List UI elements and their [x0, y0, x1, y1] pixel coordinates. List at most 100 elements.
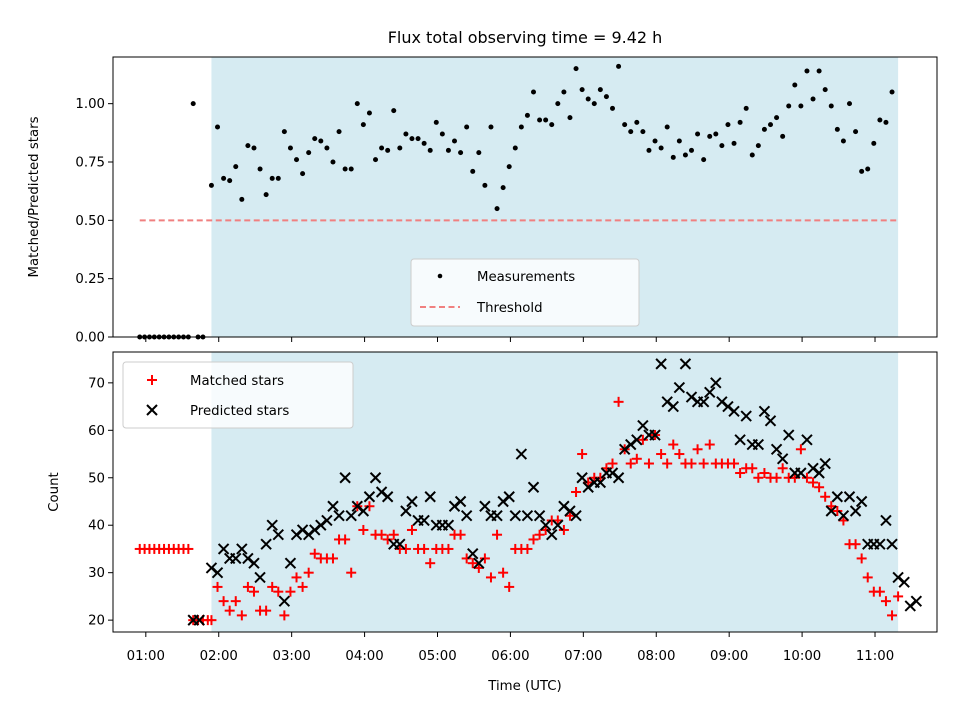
matched-star-point [662, 458, 673, 469]
legend-measurements-marker [437, 273, 443, 279]
y-tick-label: 60 [88, 424, 105, 439]
matched-star-point [631, 453, 642, 464]
measurement-point [318, 138, 324, 144]
matched-star-point [230, 596, 241, 607]
matched-star-point [704, 439, 715, 450]
matched-star-point [479, 553, 490, 564]
matched-star-point [874, 586, 885, 597]
measurement-point [737, 119, 743, 125]
measurement-point [816, 68, 822, 74]
matched-star-point [327, 553, 338, 564]
measurement-point [701, 157, 707, 163]
x-tick-label: 04:00 [345, 649, 383, 664]
measurement-point [221, 175, 227, 181]
measurement-point [689, 147, 695, 153]
predicted-star-point [831, 491, 844, 503]
measurement-point [761, 126, 767, 132]
measurement-point [713, 131, 719, 137]
measurement-point [312, 136, 318, 142]
matched-star-point [376, 529, 387, 540]
y-tick-label: 70 [88, 376, 105, 391]
predicted-star-point [576, 472, 588, 484]
y-tick-label: 0.75 [75, 156, 105, 171]
matched-star-point [279, 610, 290, 621]
predicted-star-point [874, 538, 886, 550]
matched-star-point [613, 396, 624, 407]
measurement-point [755, 143, 761, 149]
measurement-point [512, 145, 518, 151]
matched-star-point [400, 543, 411, 554]
measurement-point [695, 131, 701, 137]
predicted-star-point [631, 434, 643, 446]
measurement-point [227, 178, 233, 184]
measurement-point [810, 96, 816, 102]
measurement-point [439, 131, 445, 137]
measurement-point [458, 150, 464, 156]
measurement-point [889, 89, 895, 95]
measurement-point [591, 101, 597, 107]
measurement-point [215, 124, 221, 130]
predicted-star-point [333, 510, 345, 522]
measurement-point [579, 87, 585, 93]
measurement-point [853, 129, 859, 135]
predicted-star-point [594, 476, 607, 489]
matched-star-point [771, 472, 782, 483]
matched-star-point [759, 468, 770, 479]
matched-star-point [419, 543, 430, 554]
measurement-point [561, 89, 567, 95]
y-tick-label: 0.00 [75, 331, 105, 346]
measurement-point [725, 122, 731, 128]
measurement-point [287, 145, 293, 151]
matched-star-point [692, 444, 703, 455]
measurement-point [658, 145, 664, 151]
legend-matched-marker [147, 375, 157, 385]
measurement-point [603, 94, 609, 100]
measurement-point [555, 101, 561, 107]
predicted-star-point [515, 448, 528, 460]
measurement-point [719, 143, 725, 149]
predicted-star-point [266, 519, 278, 531]
predicted-star-point [381, 491, 394, 503]
predicted-star-point [357, 505, 370, 517]
predicted-star-point [886, 538, 898, 550]
predicted-star-point [855, 495, 868, 508]
predicted-star-point [211, 566, 224, 579]
measurement-point [616, 63, 622, 69]
predicted-star-point [819, 457, 831, 470]
measurement-point [281, 129, 287, 135]
predicted-star-point [679, 358, 692, 370]
matched-star-point [808, 477, 819, 488]
measurement-point [871, 140, 877, 146]
measurement-point [300, 171, 306, 177]
measurement-point [506, 164, 512, 170]
measurement-point [494, 206, 500, 212]
predicted-star-point [758, 405, 771, 418]
matched-star-point [656, 449, 667, 460]
measurement-point [634, 119, 640, 125]
measurement-point [622, 122, 628, 128]
legend-predicted-marker [146, 404, 158, 416]
measurement-point [263, 192, 269, 198]
measurement-point [500, 185, 506, 191]
legend-measurements-label: Measurements [477, 270, 575, 285]
y-tick-label: 20 [88, 614, 105, 629]
predicted-star-point [710, 377, 722, 389]
matched-star-point [558, 524, 569, 535]
predicted-star-point [406, 495, 418, 508]
measurement-point [682, 152, 688, 158]
matched-star-point [862, 572, 873, 583]
matched-star-point [668, 439, 679, 450]
measurement-point [342, 166, 348, 172]
measurement-point [585, 96, 591, 102]
predicted-star-point [546, 529, 558, 541]
legend-predicted-label: Predicted stars [190, 404, 289, 419]
matched-star-point [425, 558, 436, 569]
measurement-point [518, 124, 524, 130]
measurement-point [294, 157, 300, 163]
measurement-point [640, 129, 646, 135]
count-legend-box [122, 361, 354, 429]
measurement-point [652, 138, 658, 144]
x-tick-label: 11:00 [856, 649, 894, 664]
predicted-star-point [278, 595, 291, 607]
